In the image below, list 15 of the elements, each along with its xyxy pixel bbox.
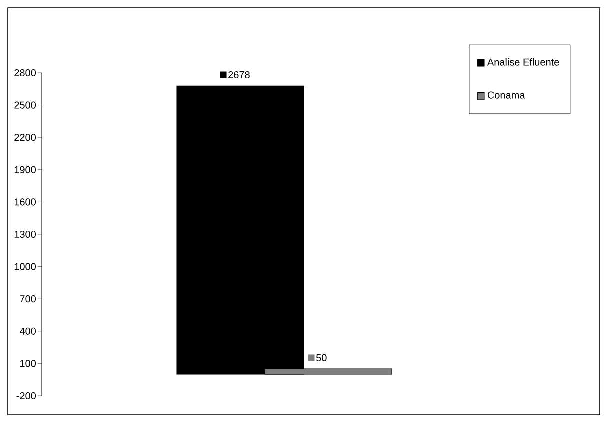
legend-label: Analise Efluente: [487, 58, 560, 66]
y-tick-label: 1600: [14, 198, 36, 206]
y-tick-label: 100: [20, 360, 36, 368]
y-tick-label: 400: [20, 328, 36, 335]
y-tick-label: 700: [20, 296, 36, 303]
data-label: 50: [316, 354, 327, 362]
y-tick-label: 1900: [14, 166, 36, 174]
legend-label: Conama: [488, 92, 526, 99]
y-tick-label: 1000: [14, 263, 36, 270]
y-tick-label: 2500: [14, 102, 36, 109]
y-tick-label: 2200: [14, 134, 36, 142]
y-tick-label: 2800: [14, 69, 36, 77]
y-tick-label: -200: [16, 392, 36, 400]
data-label: 2678: [228, 71, 250, 79]
y-tick-label: 1300: [14, 230, 36, 238]
